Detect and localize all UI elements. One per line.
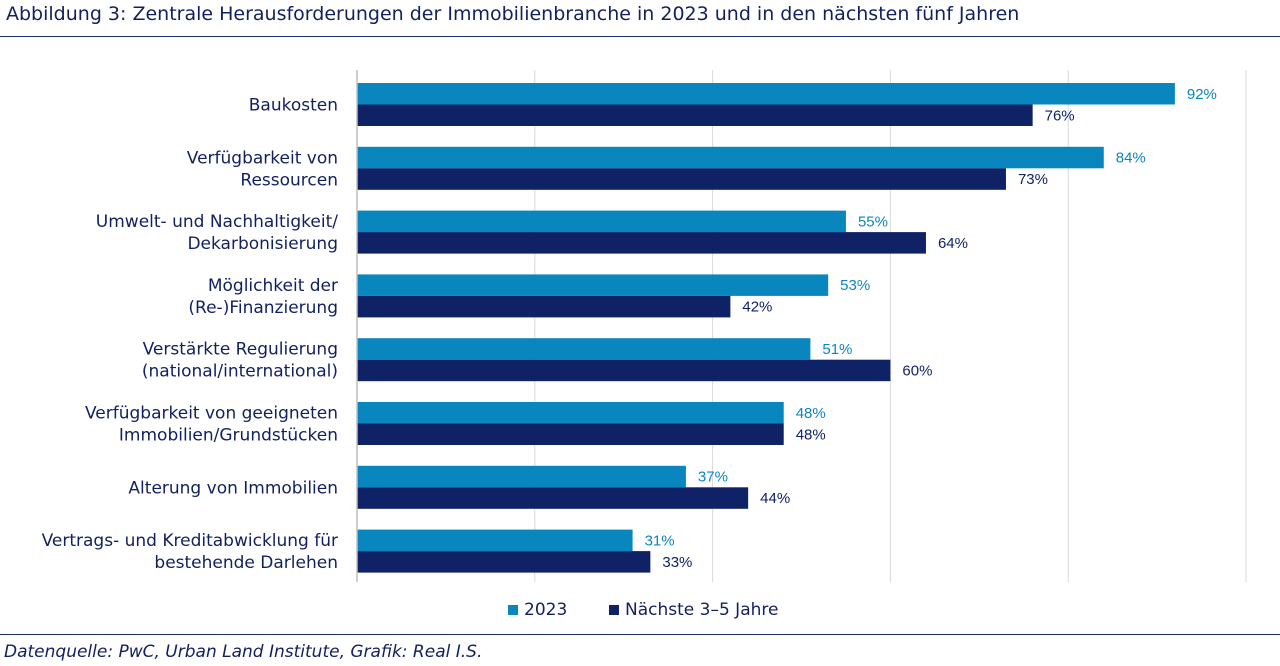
bar-next-3-5-years bbox=[357, 104, 1033, 126]
bar-next-3-5-years bbox=[357, 423, 784, 445]
category-label: Ressourcen bbox=[240, 170, 338, 190]
category-label: Verfügbarkeit von geeigneten bbox=[85, 404, 338, 424]
category-label: (Re-)Finanzierung bbox=[188, 298, 338, 318]
data-label-2023: 31% bbox=[645, 532, 675, 549]
data-label-2023: 51% bbox=[822, 341, 852, 358]
data-label-next-3-5-years: 44% bbox=[760, 490, 790, 507]
data-label-next-3-5-years: 33% bbox=[662, 554, 692, 571]
category-label: Verfügbarkeit von bbox=[187, 148, 338, 168]
bar-next-3-5-years bbox=[357, 487, 749, 509]
bar-next-3-5-years bbox=[357, 359, 891, 382]
bar-chart: 92% 76% Baukosten 84% 73% Verfügbarkeit vonRe… bbox=[42, 70, 1247, 620]
legend-item-2023-swatch bbox=[508, 605, 518, 615]
data-label-next-3-5-years: 73% bbox=[1018, 171, 1048, 188]
category-label: Möglichkeit der bbox=[208, 276, 338, 296]
bar-next-3-5-years bbox=[357, 168, 1006, 190]
data-label-2023: 55% bbox=[858, 213, 888, 230]
legend-item-2023-label: 2023 bbox=[524, 600, 567, 620]
data-label-next-3-5-years: 76% bbox=[1045, 107, 1075, 124]
category-label: Vertrags- und Kreditabwicklung für bbox=[42, 531, 338, 551]
bar-next-3-5-years bbox=[357, 295, 731, 318]
data-label-next-3-5-years: 60% bbox=[902, 362, 932, 379]
legend-item-next-3-5-years-swatch bbox=[609, 605, 619, 615]
data-label-next-3-5-years: 48% bbox=[796, 426, 826, 443]
bar-2023 bbox=[357, 529, 633, 552]
bar-2023 bbox=[357, 210, 846, 233]
title-divider bbox=[0, 36, 1280, 37]
bar-2023 bbox=[357, 465, 686, 488]
category-label: Alterung von Immobilien bbox=[128, 478, 338, 498]
category-label: Dekarbonisierung bbox=[187, 234, 338, 254]
data-label-next-3-5-years: 64% bbox=[938, 235, 968, 252]
category-label: bestehende Darlehen bbox=[154, 553, 338, 573]
source-note: Datenquelle: PwC, Urban Land Institute, … bbox=[4, 642, 483, 662]
category-label: Verstärkte Regulierung bbox=[143, 340, 338, 360]
bar-next-3-5-years bbox=[357, 551, 651, 573]
data-label-2023: 48% bbox=[796, 405, 826, 422]
chart-title: Abbildung 3: Zentrale Herausforderungen … bbox=[6, 3, 1020, 25]
data-label-2023: 53% bbox=[840, 277, 870, 294]
category-label: Baukosten bbox=[249, 96, 338, 116]
footer-divider bbox=[0, 634, 1280, 635]
bar-next-3-5-years bbox=[357, 232, 926, 254]
data-label-2023: 92% bbox=[1187, 86, 1217, 103]
data-label-2023: 84% bbox=[1116, 150, 1146, 167]
category-label: (national/international) bbox=[142, 362, 338, 382]
bar-2023 bbox=[357, 146, 1104, 169]
bar-2023 bbox=[357, 402, 784, 424]
bar-2023 bbox=[357, 274, 829, 296]
category-label: Immobilien/Grundstücken bbox=[119, 426, 338, 446]
category-label: Umwelt- und Nachhaltigkeit/ bbox=[96, 212, 338, 232]
bar-2023 bbox=[357, 83, 1175, 105]
data-label-2023: 37% bbox=[698, 469, 728, 486]
legend-item-next-3-5-years-label: Nächste 3–5 Jahre bbox=[625, 600, 778, 620]
bar-2023 bbox=[357, 338, 811, 360]
data-label-next-3-5-years: 42% bbox=[742, 299, 772, 316]
